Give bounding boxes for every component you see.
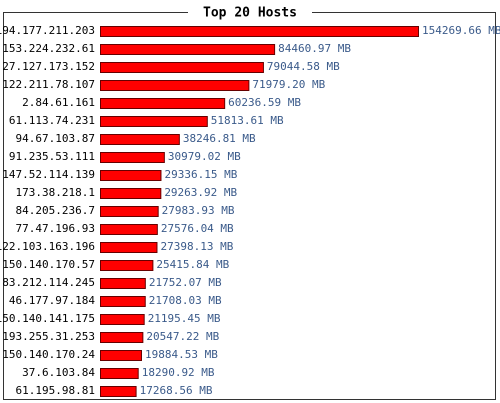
- value-label: 25415.84 MB: [156, 258, 229, 271]
- bar: [100, 44, 276, 55]
- category-label: 27.127.173.152: [2, 60, 95, 73]
- category-label: 84.205.236.7: [16, 204, 95, 217]
- bar: [100, 224, 158, 235]
- category-label: 46.177.97.184: [9, 294, 95, 307]
- category-label: 173.38.218.1: [16, 186, 95, 199]
- category-label: 83.212.114.245: [2, 276, 95, 289]
- bar: [100, 206, 159, 217]
- value-label: 20547.22 MB: [146, 330, 219, 343]
- value-label: 51813.61 MB: [211, 114, 284, 127]
- value-label: 19884.53 MB: [145, 348, 218, 361]
- category-label: 194.177.211.203: [0, 24, 95, 37]
- value-label: 29336.15 MB: [164, 168, 237, 181]
- value-label: 18290.92 MB: [142, 366, 215, 379]
- bar: [100, 188, 162, 199]
- bar: [100, 350, 142, 361]
- category-label: 91.235.53.111: [9, 150, 95, 163]
- bar: [100, 170, 162, 181]
- bar: [100, 26, 419, 37]
- bar: [100, 386, 137, 397]
- value-label: 21752.07 MB: [149, 276, 222, 289]
- bar: [100, 242, 158, 253]
- value-label: 60236.59 MB: [228, 96, 301, 109]
- category-label: 150.140.170.24: [2, 348, 95, 361]
- bar: [100, 134, 180, 145]
- value-label: 27983.93 MB: [162, 204, 235, 217]
- category-label: 122.211.78.107: [2, 78, 95, 91]
- category-label: 150.140.170.57: [2, 258, 95, 271]
- bar: [100, 260, 154, 271]
- value-label: 27398.13 MB: [160, 240, 233, 253]
- category-label: 77.47.196.93: [16, 222, 95, 235]
- value-label: 30979.02 MB: [168, 150, 241, 163]
- category-label: 193.255.31.253: [2, 330, 95, 343]
- bar: [100, 368, 139, 379]
- bar: [100, 278, 146, 289]
- bar: [100, 332, 144, 343]
- category-label: 147.52.114.139: [2, 168, 95, 181]
- category-label: 37.6.103.84: [22, 366, 95, 379]
- title-background: [188, 4, 312, 22]
- category-label: 94.67.103.87: [16, 132, 95, 145]
- value-label: 21195.45 MB: [148, 312, 221, 325]
- bar: [100, 116, 208, 127]
- category-label: 153.224.232.61: [2, 42, 95, 55]
- value-label: 79044.58 MB: [267, 60, 340, 73]
- chart-title: Top 20 Hosts: [203, 6, 297, 21]
- value-label: 84460.97 MB: [278, 42, 351, 55]
- value-label: 17268.56 MB: [140, 384, 213, 397]
- bar: [100, 152, 165, 163]
- value-label: 27576.04 MB: [161, 222, 234, 235]
- category-label: 150.140.141.175: [0, 312, 95, 325]
- bar: [100, 98, 226, 109]
- value-label: 21708.03 MB: [149, 294, 222, 307]
- bar: [100, 296, 146, 307]
- category-label: 122.103.163.196: [0, 240, 95, 253]
- bar: [100, 62, 264, 73]
- value-label: 71979.20 MB: [252, 78, 325, 91]
- value-label: 29263.92 MB: [164, 186, 237, 199]
- bar: [100, 314, 145, 325]
- bar: [100, 80, 250, 91]
- category-label: 61.195.98.81: [16, 384, 95, 397]
- value-label: 38246.81 MB: [183, 132, 256, 145]
- category-label: 2.84.61.161: [22, 96, 95, 109]
- value-label: 154269.66 MB: [422, 24, 500, 37]
- category-label: 61.113.74.231: [9, 114, 95, 127]
